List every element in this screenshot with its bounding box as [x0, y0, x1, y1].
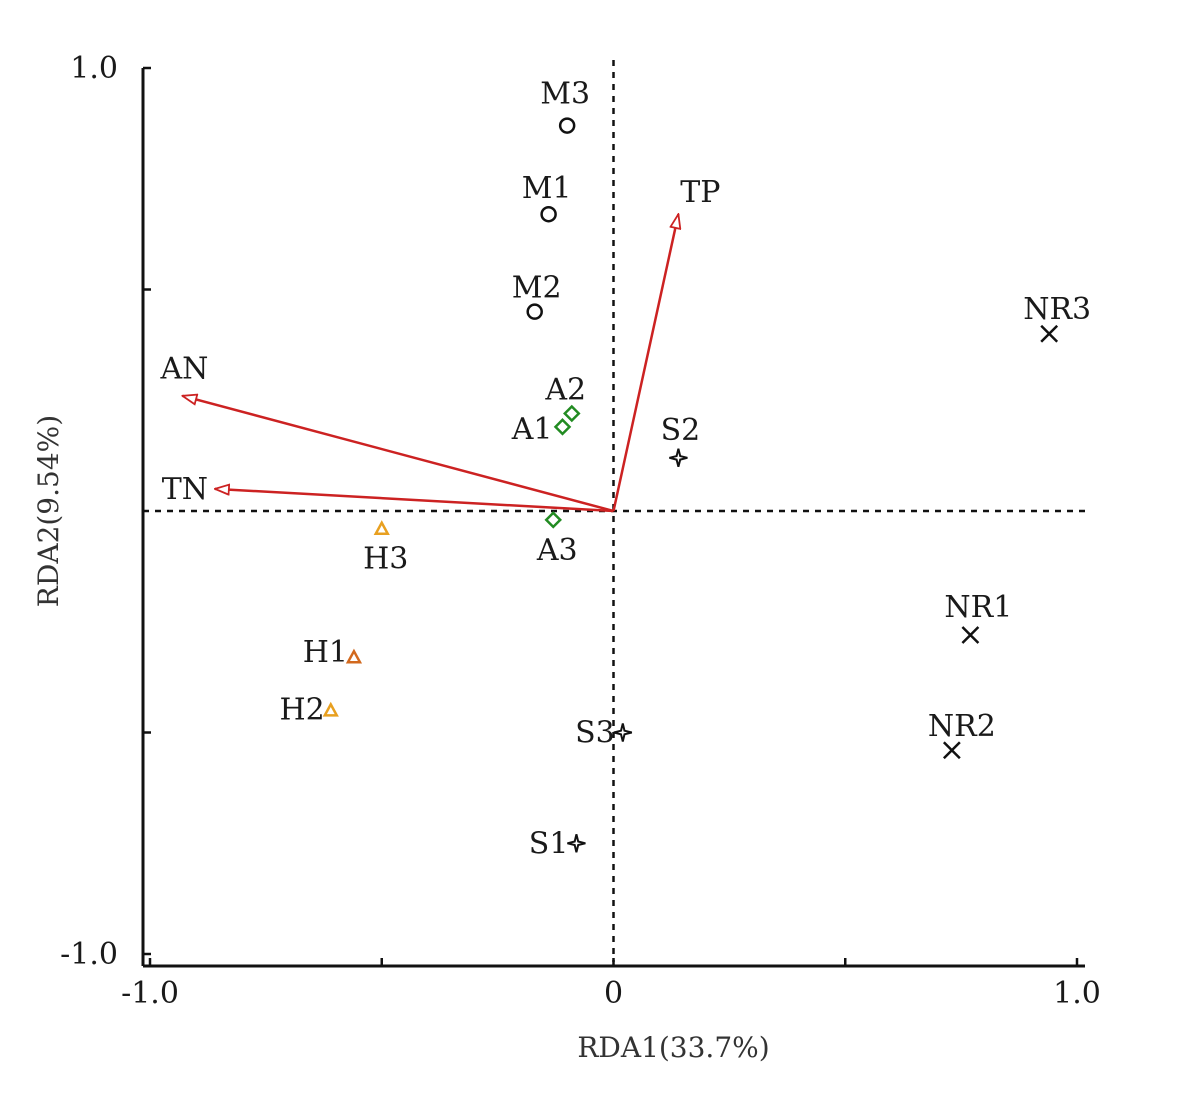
arrow-tn: [215, 489, 614, 513]
point-a1: [553, 418, 572, 436]
point-h3: [373, 520, 390, 535]
arrow-label-an: AN: [159, 352, 208, 387]
point-label-a2: A2: [544, 373, 586, 408]
point-s2: [669, 448, 688, 468]
x-tick-label: -1.0: [121, 976, 179, 1011]
point-label-s2: S2: [661, 413, 701, 448]
point-nr3: [1040, 324, 1059, 343]
point-s1: [567, 834, 586, 853]
point-nr1: [961, 626, 980, 644]
x-tick-label: 0: [604, 976, 623, 1011]
point-label-a3: A3: [536, 533, 578, 568]
y-tick-label: 1.0: [70, 51, 118, 86]
x-axis-title: RDA1(33.7%): [577, 1031, 769, 1064]
point-label-h3: H3: [363, 542, 408, 577]
point-label-nr1: NR1: [944, 590, 1012, 625]
point-label-a1: A1: [511, 412, 553, 447]
point-a3: [544, 511, 563, 529]
x-tick-label: 1.0: [1053, 976, 1101, 1011]
point-label-nr2: NR2: [928, 709, 996, 744]
point-m2: [526, 303, 543, 320]
point-label-s3: S3: [575, 716, 615, 751]
y-tick-label: -1.0: [60, 937, 118, 972]
point-label-nr3: NR3: [1023, 292, 1091, 327]
point-m1: [540, 205, 557, 223]
point-nr2: [942, 741, 961, 760]
point-s3: [613, 723, 633, 742]
point-label-s1: S1: [529, 826, 569, 861]
point-a2: [563, 404, 581, 423]
labels: RDA1(33.7%) RDA2(9.54%): [32, 415, 770, 1064]
point-label-m3: M3: [540, 77, 590, 112]
arrow-label-tn: TN: [162, 472, 208, 507]
axes: -1.0 0 1.0 1.0 -1.0: [60, 51, 1101, 1011]
arrow-label-tp: TP: [680, 175, 720, 210]
arrow-an: [182, 396, 614, 513]
sample-points: M3 M1 M2 A2 A1 A3 S2 S3 S1 H3 H1 H2 NR3 NR1 NR2: [280, 77, 1092, 862]
point-h2: [322, 701, 339, 717]
point-m3: [558, 117, 576, 134]
y-axis-title: RDA2(9.54%): [32, 415, 65, 607]
point-label-h1: H1: [303, 635, 348, 670]
arrow-tp: [612, 214, 679, 512]
environment-arrows: TP AN TN: [159, 175, 720, 513]
point-h1: [345, 648, 363, 664]
point-label-h2: H2: [280, 692, 325, 727]
point-label-m2: M2: [512, 271, 562, 306]
point-label-m1: M1: [522, 171, 572, 206]
